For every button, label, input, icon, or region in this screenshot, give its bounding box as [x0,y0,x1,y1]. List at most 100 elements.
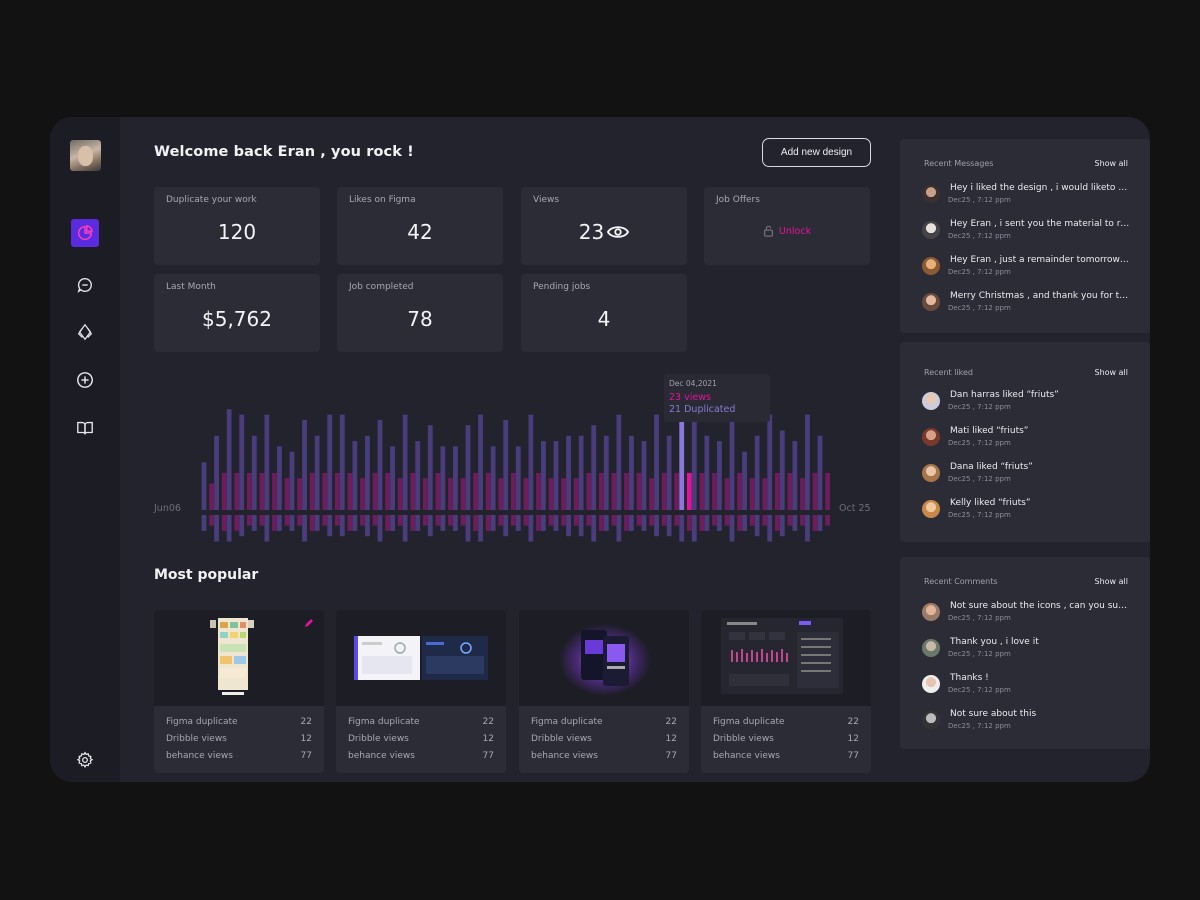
chart-bar-duplicated-lower [385,515,390,531]
chart-bar-duplicated [284,478,290,510]
message-item[interactable]: Merry Christmas , and thank you for the … [922,291,1132,321]
stat-value: 4 [597,307,611,331]
card-row-label: Dribble views [713,734,774,744]
design-card[interactable]: Figma duplicate 22 Dribble views 12 behanc… [701,610,871,773]
chart-bar-views-lower [277,515,282,531]
design-thumbnail[interactable] [154,610,324,706]
chart-bar-views [201,462,207,510]
liked-item[interactable]: Kelly liked “friuts” Dec25 , 7:12 ppm [922,498,1132,528]
stat-card-likes: Likes on Figma 42 [337,187,503,265]
add-new-design-button[interactable]: Add new design [762,138,871,167]
book-icon[interactable] [71,414,99,442]
chart-bar-duplicated-lower [686,515,692,531]
chart-bar-duplicated-lower [624,515,629,531]
chart-bar-duplicated [536,472,541,510]
chart-bar-duplicated [297,478,302,510]
show-all-link[interactable]: Show all [1094,368,1128,377]
comment-item[interactable]: Not sure about this Dec25 , 7:12 ppm [922,709,1132,739]
stat-card-job-offers: Job Offers Unlock [704,187,870,265]
panel-title: Recent Messages [924,159,994,168]
card-row-value: 12 [300,734,312,744]
chart-bar-duplicated-lower [246,515,252,526]
design-card[interactable]: Figma duplicate 22 Dribble views 12 behanc… [519,610,689,773]
chart-bar-duplicated [624,472,629,510]
chart-bar-duplicated [498,478,504,510]
message-time: Dec25 , 7:12 ppm [948,304,1011,312]
design-thumbnail[interactable] [519,610,689,706]
liked-item[interactable]: Dana liked “friuts” Dec25 , 7:12 ppm [922,462,1132,492]
design-card[interactable]: Figma duplicate 22 Dribble views 12 behanc… [336,610,506,773]
chart-bar-duplicated-lower [611,515,617,526]
chart-bar-views-lower [264,515,270,542]
message-item[interactable]: Hey Eran , just a remainder tomorrow mee… [922,255,1132,285]
chat-icon[interactable] [71,271,99,299]
show-all-link[interactable]: Show all [1094,577,1128,586]
chart-bar-duplicated-lower [699,515,705,531]
avatar [922,675,940,693]
design-thumbnail[interactable] [336,610,506,706]
liked-text: Dan harras liked “friuts” [950,390,1059,400]
message-item[interactable]: Hey i liked the design , i would liketo … [922,183,1132,213]
chart-bar-views [214,435,219,510]
chart-bar-duplicated [410,472,416,510]
recent-messages-panel: Recent Messages Show all Hey i liked the… [900,139,1150,333]
avatar [922,464,940,482]
chart-bar-duplicated [800,478,805,510]
chart-bar-duplicated [649,478,654,510]
user-avatar[interactable] [70,140,101,171]
chart-bar-views-lower [352,515,358,531]
edit-pencil-icon[interactable] [304,618,314,628]
x-axis-end-label: Oct 25 [839,503,871,514]
card-row: behance views 77 [531,751,677,768]
comment-item[interactable]: Not sure about the icons , can you sugge… [922,601,1132,631]
chart-bar-views-lower [691,515,697,542]
avatar [922,221,940,239]
layers-icon[interactable] [71,318,99,346]
chart-bar-duplicated [209,483,214,510]
plus-circle-icon[interactable] [71,366,99,394]
stat-card-job-completed: Job completed 78 [337,274,503,352]
chart-bar-views-lower [792,515,798,531]
chart-bar-duplicated-lower [435,515,441,526]
chart-bar-views-lower [742,515,747,531]
pie-chart-icon[interactable] [71,219,99,247]
chart-bar-views [277,446,282,510]
stat-value: 120 [217,220,257,244]
liked-item[interactable]: Mati liked “friuts” Dec25 , 7:12 ppm [922,426,1132,456]
chart-bar-duplicated-lower [372,515,378,526]
stat-label: Last Month [166,282,216,292]
comment-item[interactable]: Thank you , i love it Dec25 , 7:12 ppm [922,637,1132,667]
chart-bar-views-lower [754,515,760,537]
chart-bar-views [566,435,571,510]
chart-bar-views [553,441,559,510]
chart-bar-views-lower [427,515,433,537]
chart-bar-views-lower [402,515,408,542]
design-thumbnail[interactable] [701,610,871,706]
chart-bar-duplicated-lower [297,515,302,526]
card-row-value: 77 [847,751,859,761]
card-row: behance views 77 [166,751,312,768]
liked-item[interactable]: Dan harras liked “friuts” Dec25 , 7:12 p… [922,390,1132,420]
chart-bar-duplicated-lower [636,515,642,526]
chart-bar-views [528,414,534,510]
chart-bar-views-lower [641,515,647,531]
gear-icon[interactable] [71,746,99,774]
stat-card-duplicate: Duplicate your work 120 [154,187,320,265]
chart-bar-views-lower [465,515,471,542]
chart-bar-views-lower [490,515,496,531]
chart-bar-duplicated [322,472,328,510]
comment-item[interactable]: Thanks ! Dec25 , 7:12 ppm [922,673,1132,703]
chart-bar-views-lower [629,515,634,531]
chart-bar-views-lower [767,515,773,542]
unlock-button[interactable]: Unlock [704,225,870,237]
design-card[interactable]: Figma duplicate 22 Dribble views 12 behanc… [154,610,324,773]
chart-bar-duplicated-lower [573,515,579,526]
eye-icon [607,226,630,238]
chart-bar-views [352,441,358,510]
message-item[interactable]: Hey Eran , i sent you the material to re… [922,219,1132,249]
lock-icon [764,225,773,237]
chart-bar-duplicated-lower [397,515,403,526]
chart-bar-views-lower [239,515,245,537]
show-all-link[interactable]: Show all [1094,159,1128,168]
chart-bar-duplicated [598,472,604,510]
